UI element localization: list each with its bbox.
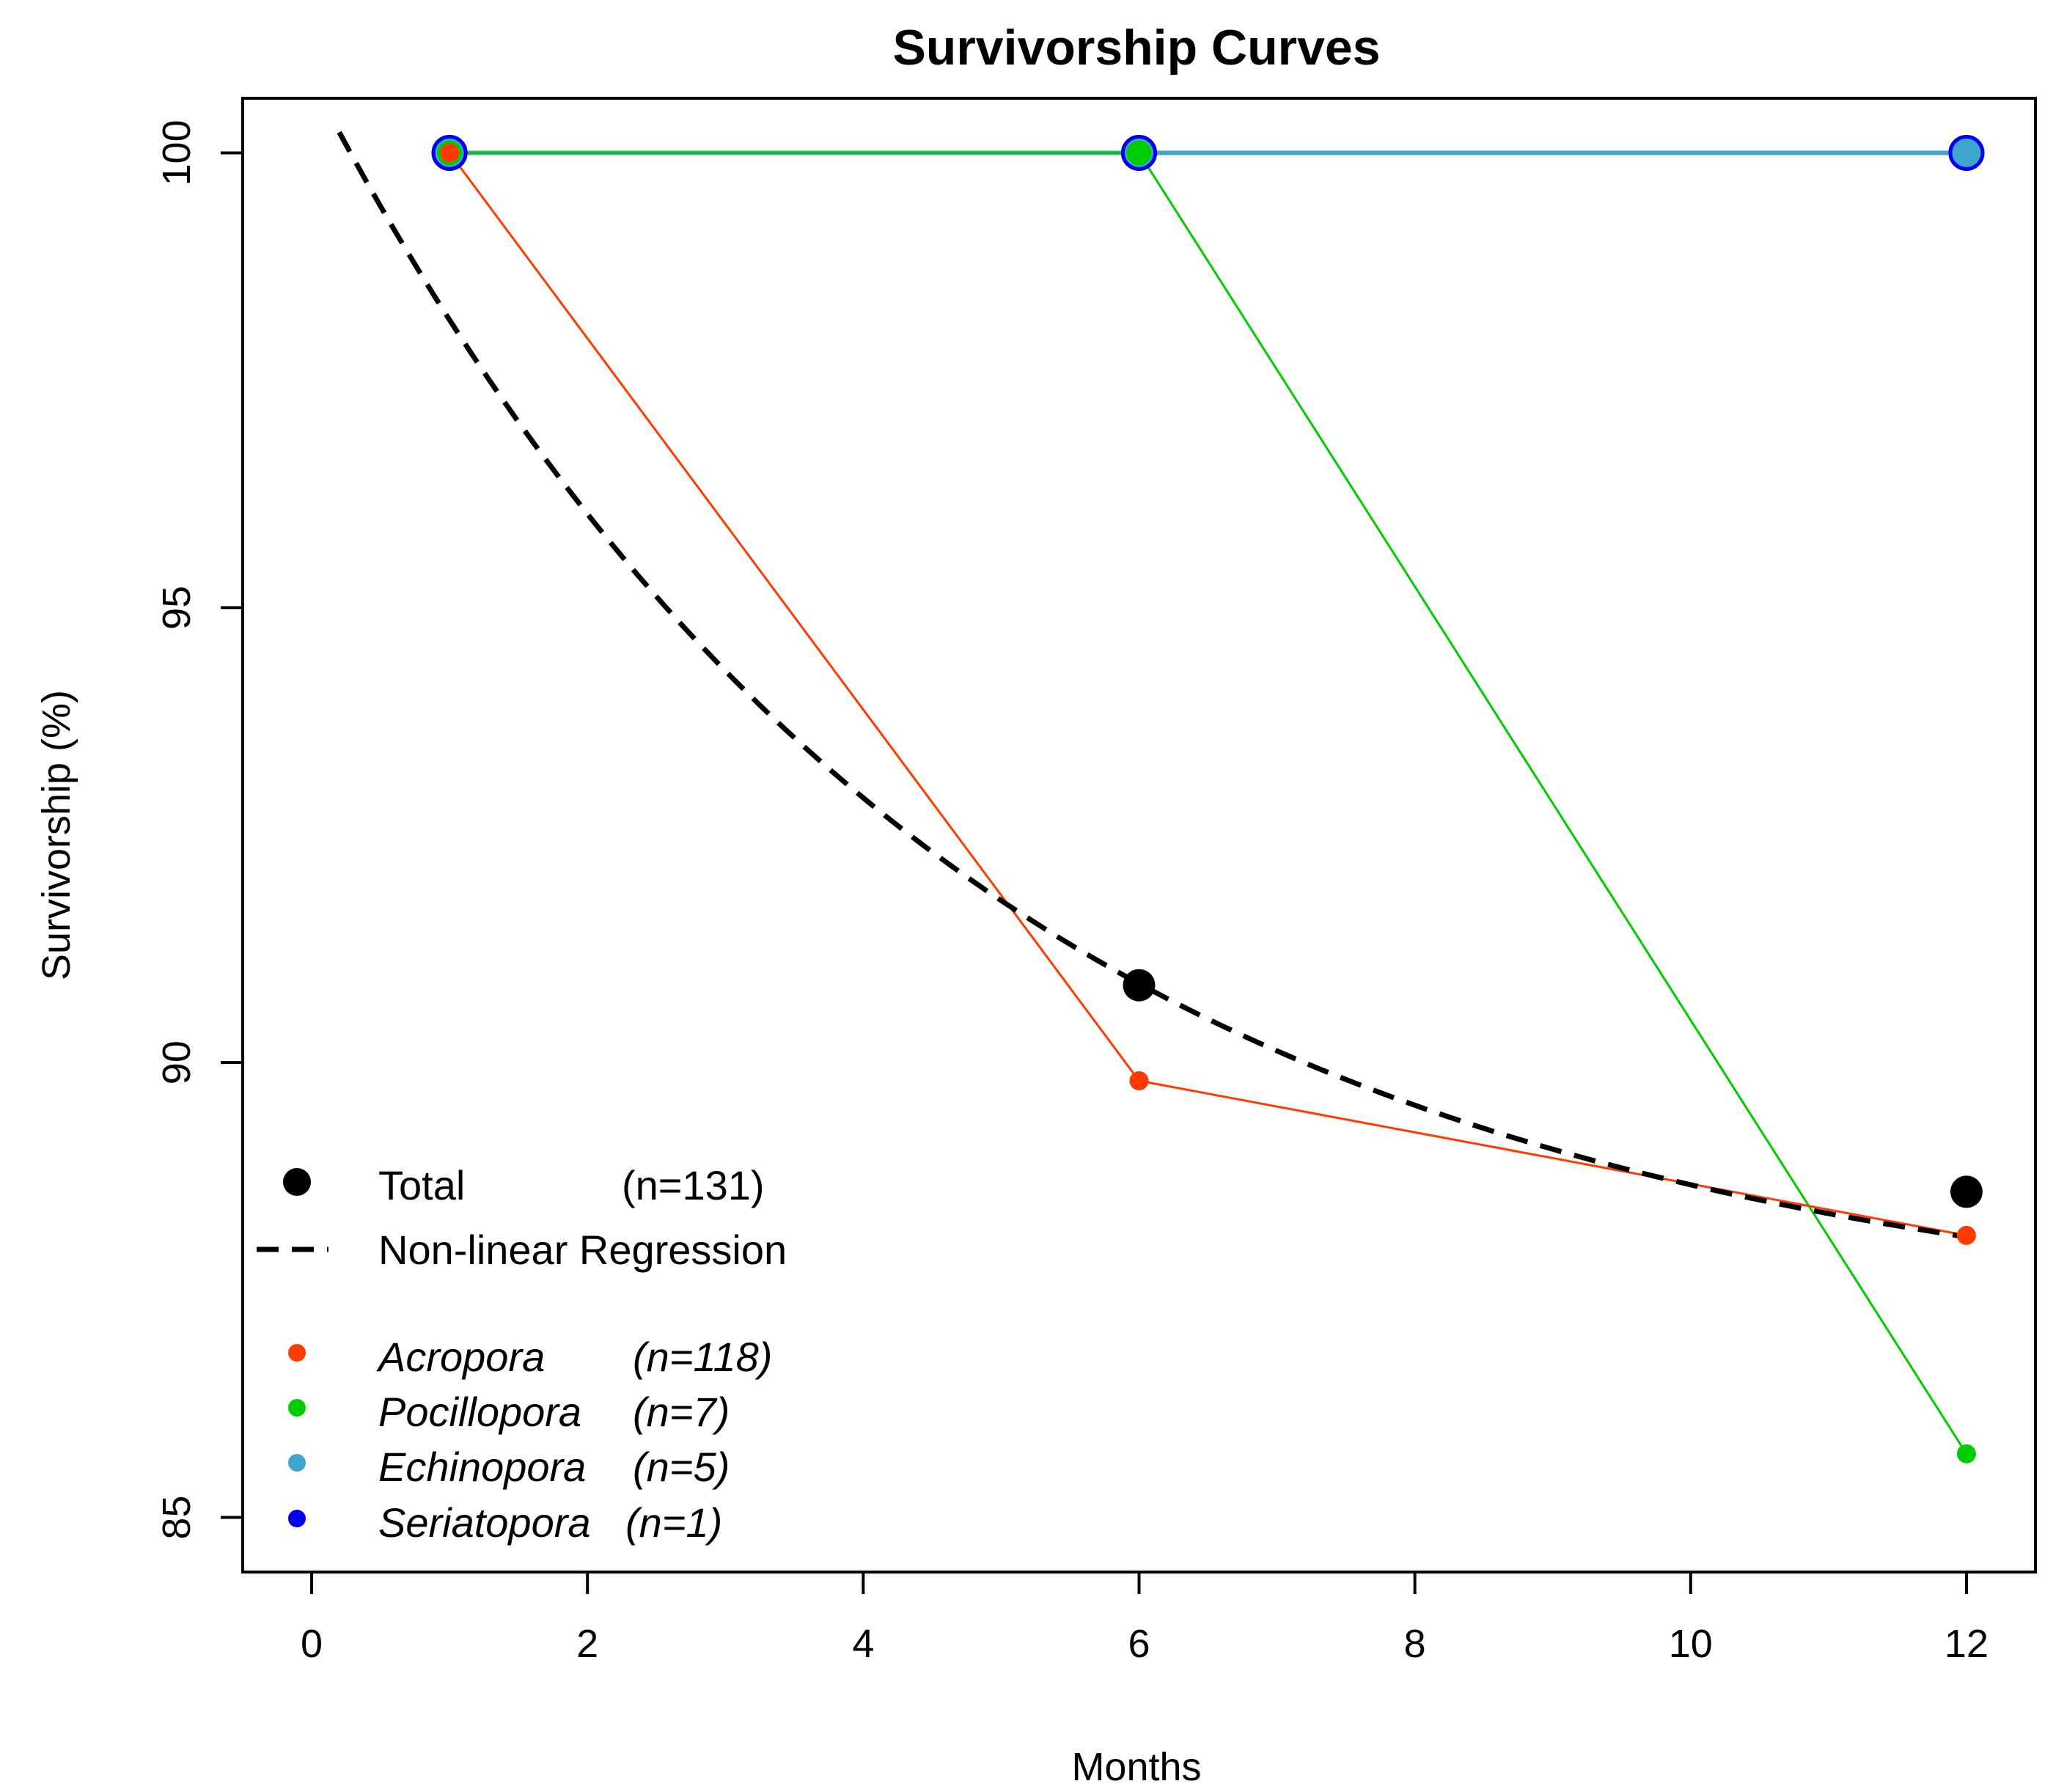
- x-tick-label: 8: [1404, 1622, 1426, 1666]
- acropora-line-segment: [1139, 1079, 1967, 1237]
- y-axis: 85 90 95 100: [155, 120, 244, 1540]
- pocillopora-point: [1126, 140, 1152, 166]
- acropora-point: [1956, 1225, 1976, 1245]
- pocillopora-line-segment: [1138, 152, 1968, 1455]
- x-axis-label: Months: [1071, 1745, 1201, 1789]
- y-tick-label: 100: [155, 120, 199, 186]
- x-tick-label: 4: [852, 1622, 874, 1666]
- legend-acropora-label: Acropora: [376, 1334, 545, 1380]
- x-tick-label: 2: [576, 1622, 598, 1666]
- x-tick-label: 0: [301, 1622, 323, 1666]
- acropora-point: [440, 143, 460, 163]
- legend-pocillopora-n: (n=7): [633, 1389, 730, 1435]
- legend-pocillopora-label: Pocillopora: [378, 1389, 581, 1435]
- x-tick-label: 12: [1944, 1622, 1988, 1666]
- legend-seriatopora-marker: [288, 1510, 306, 1527]
- y-tick-label: 85: [155, 1496, 199, 1540]
- acropora-line-segment: [448, 152, 1140, 1082]
- legend-pocillopora-marker: [288, 1399, 306, 1417]
- legend-echinopora-label: Echinopora: [378, 1444, 586, 1490]
- legend-total-n: (n=131): [622, 1162, 765, 1208]
- legend-total-label: Total: [378, 1162, 465, 1208]
- y-tick-label: 90: [155, 1040, 199, 1084]
- legend-echinopora-marker: [288, 1454, 306, 1472]
- y-tick-label: 95: [155, 586, 199, 630]
- legend-total-marker: [283, 1168, 311, 1196]
- x-tick-label: 10: [1669, 1622, 1713, 1666]
- legend-echinopora-n: (n=5): [633, 1444, 730, 1490]
- x-tick-label: 6: [1128, 1622, 1150, 1666]
- echinopora-point: [1948, 134, 1985, 171]
- legend-seriatopora-n: (n=1): [625, 1499, 722, 1546]
- legend-acropora-marker: [288, 1344, 306, 1362]
- pocillopora-point: [1956, 1444, 1976, 1464]
- legend-acropora-n: (n=118): [633, 1334, 772, 1380]
- acropora-point: [1129, 1071, 1149, 1090]
- legend: Total (n=131) Non-linear Regression Acro…: [257, 1162, 787, 1546]
- plot-area: [337, 131, 1985, 1464]
- total-point: [1950, 1175, 1983, 1208]
- y-axis-label: Survivorship (%): [34, 690, 78, 980]
- x-axis: 0 2 4 6 8 10 12: [301, 1571, 1988, 1666]
- legend-regression-label: Non-linear Regression: [378, 1227, 787, 1273]
- chart-title: Survivorship Curves: [892, 20, 1380, 76]
- total-point: [1123, 969, 1156, 1002]
- legend-seriatopora-label: Seriatopora: [378, 1499, 591, 1546]
